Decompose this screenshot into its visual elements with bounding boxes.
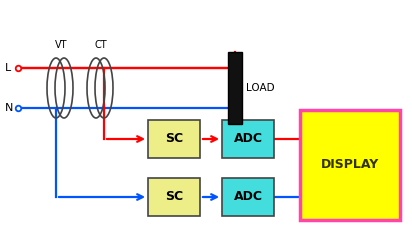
Text: SC: SC: [165, 132, 183, 146]
FancyBboxPatch shape: [148, 120, 200, 158]
Text: CT: CT: [95, 40, 108, 50]
Text: DISPLAY: DISPLAY: [321, 158, 379, 172]
Text: ADC: ADC: [234, 132, 262, 146]
FancyBboxPatch shape: [222, 178, 274, 216]
Text: LOAD: LOAD: [246, 83, 275, 93]
Text: L: L: [5, 63, 11, 73]
Text: SC: SC: [165, 190, 183, 204]
Text: N: N: [5, 103, 13, 113]
FancyBboxPatch shape: [300, 110, 400, 220]
Text: VT: VT: [55, 40, 68, 50]
Text: ADC: ADC: [234, 190, 262, 204]
FancyBboxPatch shape: [228, 52, 242, 124]
FancyBboxPatch shape: [148, 178, 200, 216]
FancyBboxPatch shape: [222, 120, 274, 158]
